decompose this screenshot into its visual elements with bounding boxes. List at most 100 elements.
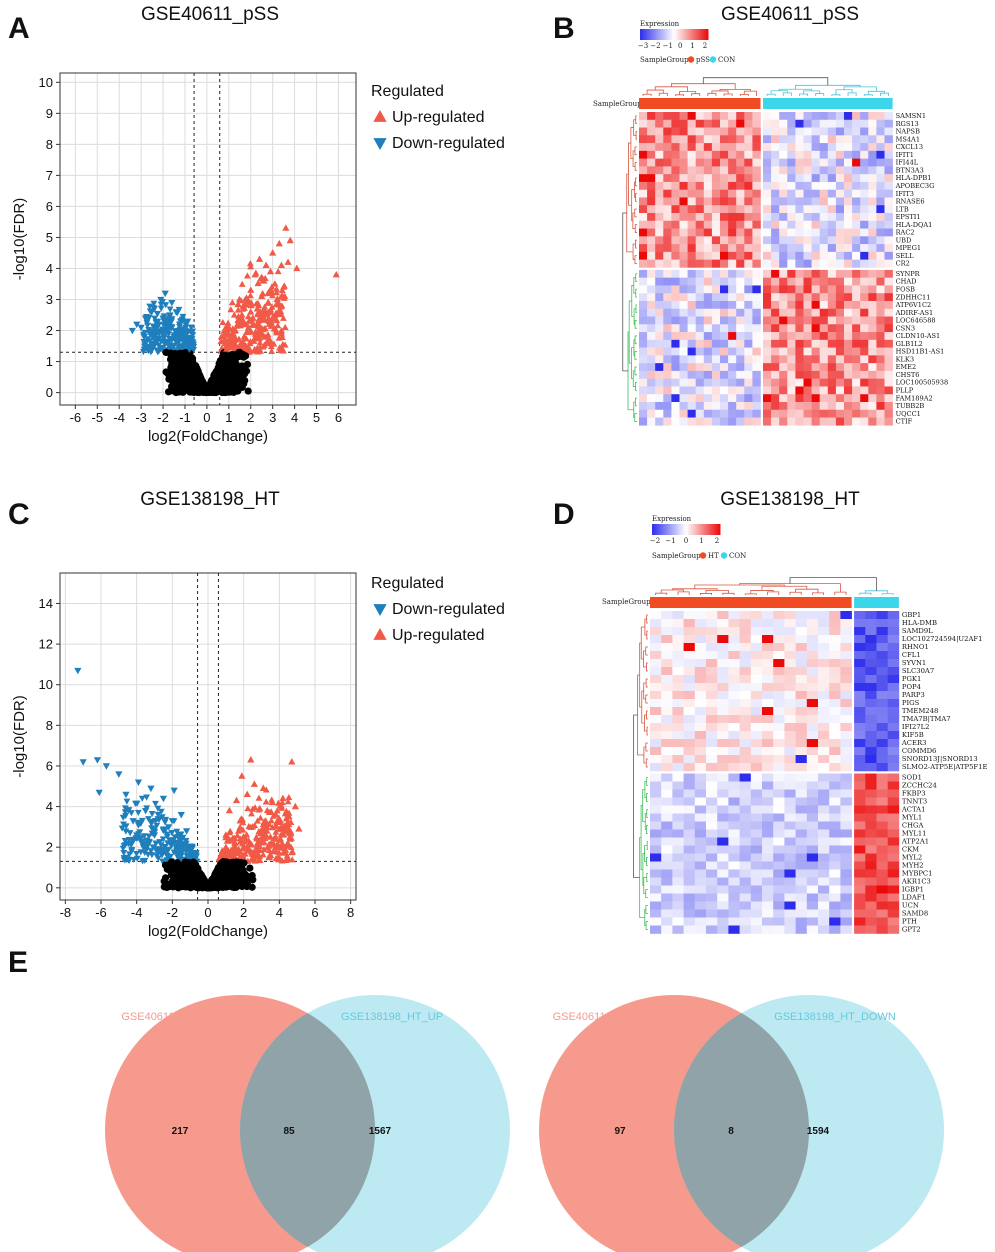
heatmap-cell — [762, 659, 774, 668]
plot-background — [60, 73, 356, 405]
heatmap-cell — [639, 213, 648, 222]
heatmap-cell — [865, 707, 877, 716]
heatmap-cell — [683, 619, 696, 628]
heatmap-cell — [806, 675, 819, 684]
heatmap-cell — [750, 611, 763, 620]
heatmap-cell — [806, 739, 819, 748]
scale-swatch — [651, 29, 655, 40]
heatmap-cell — [655, 277, 664, 286]
heatmap-cell — [852, 181, 861, 190]
heatmap-cell — [884, 220, 893, 229]
up-point — [293, 264, 301, 272]
heatmap-cell — [679, 119, 688, 128]
heatmap-cell — [679, 332, 688, 341]
heatmap-cell — [739, 627, 752, 636]
heatmap-d-group-marker-2 — [720, 552, 728, 559]
dendrogram-root — [633, 714, 640, 878]
heatmap-cell — [819, 308, 829, 317]
gene-label: LOC646588 — [896, 317, 936, 325]
heatmap-cell — [779, 347, 788, 356]
heatmap-cell — [884, 213, 893, 222]
heatmap-cell — [744, 401, 753, 411]
gene-label: HSD11B1-AS1 — [896, 348, 945, 356]
heatmap-cell — [852, 119, 861, 128]
heatmap-cell — [884, 197, 893, 206]
scale-swatch — [669, 29, 673, 40]
heatmap-cell — [683, 763, 696, 772]
heatmap-cell — [884, 277, 893, 286]
heatmap-cell — [795, 332, 804, 341]
heatmap-cell — [803, 166, 812, 175]
heatmap-cell — [868, 228, 877, 237]
down-point — [119, 814, 127, 821]
up-point — [257, 814, 264, 821]
heatmap-cell — [771, 220, 780, 229]
dendrogram-branch — [739, 94, 749, 96]
heatmap-cell — [818, 667, 830, 676]
heatmap-cell — [795, 251, 804, 260]
heatmap-cell — [687, 401, 696, 411]
ns-point — [218, 862, 227, 870]
up-point — [271, 280, 279, 287]
gene-label: RAC2 — [896, 229, 915, 237]
heatmap-cell — [771, 181, 780, 190]
heatmap-cell — [762, 611, 774, 620]
heatmap-cell — [876, 166, 885, 175]
heatmap-cell — [860, 300, 869, 310]
heatmap-cell — [868, 236, 877, 245]
heatmap-cell — [752, 285, 761, 294]
heatmap-cell — [639, 158, 648, 167]
heatmap-cell — [779, 205, 788, 214]
up-point — [279, 340, 287, 347]
heatmap-cell — [840, 635, 852, 644]
heatmap-cell — [835, 347, 845, 356]
heatmap-cell — [655, 251, 664, 260]
heatmap-cell — [695, 174, 705, 183]
heatmap-cell — [860, 158, 869, 167]
up-point — [259, 851, 267, 858]
heatmap-cell — [655, 401, 664, 411]
heatmap-cell — [663, 417, 672, 426]
dendrogram-branch — [723, 93, 733, 96]
heatmap-cell — [671, 197, 680, 206]
ns-point — [165, 882, 174, 891]
gene-label: ATP6V1C2 — [895, 301, 932, 309]
heatmap-cell — [795, 339, 804, 348]
heatmap-cell — [728, 277, 737, 286]
heatmap-cell — [687, 308, 696, 317]
heatmap-cell — [650, 707, 662, 716]
scale-swatch — [701, 524, 705, 535]
heatmap-cell — [728, 228, 737, 237]
heatmap-cell — [671, 166, 680, 175]
heatmap-cell — [679, 401, 688, 411]
heatmap-cell — [852, 347, 861, 356]
heatmap-cell — [771, 228, 780, 237]
heatmap-cell — [854, 611, 866, 620]
heatmap-cell — [672, 773, 684, 782]
heatmap-cell — [860, 220, 869, 229]
scale-swatch — [694, 29, 698, 40]
heatmap-cell — [679, 378, 688, 387]
heatmap-cell — [763, 251, 772, 260]
down-point — [172, 309, 180, 316]
heatmap-cell — [679, 269, 688, 278]
heatmap-cell — [884, 174, 893, 183]
heatmap-cell — [852, 308, 861, 317]
heatmap-cell — [695, 324, 705, 333]
heatmap-cell — [695, 285, 705, 294]
heatmap-cell — [803, 158, 812, 167]
heatmap-cell — [663, 409, 672, 418]
heatmap-cell — [844, 228, 853, 237]
heatmap-cell — [639, 308, 648, 317]
scale-tick-label: 0 — [684, 537, 688, 545]
heatmap-cell — [835, 308, 845, 317]
up-point — [254, 839, 262, 846]
heatmap-cell — [679, 316, 688, 325]
up-point — [244, 805, 252, 812]
dendrogram-branch — [646, 825, 648, 834]
heatmap-cell — [752, 370, 761, 379]
heatmap-cell — [694, 619, 707, 628]
down-point — [168, 324, 176, 332]
gene-label: RNASE6 — [896, 198, 925, 206]
heatmap-cell — [884, 370, 893, 379]
